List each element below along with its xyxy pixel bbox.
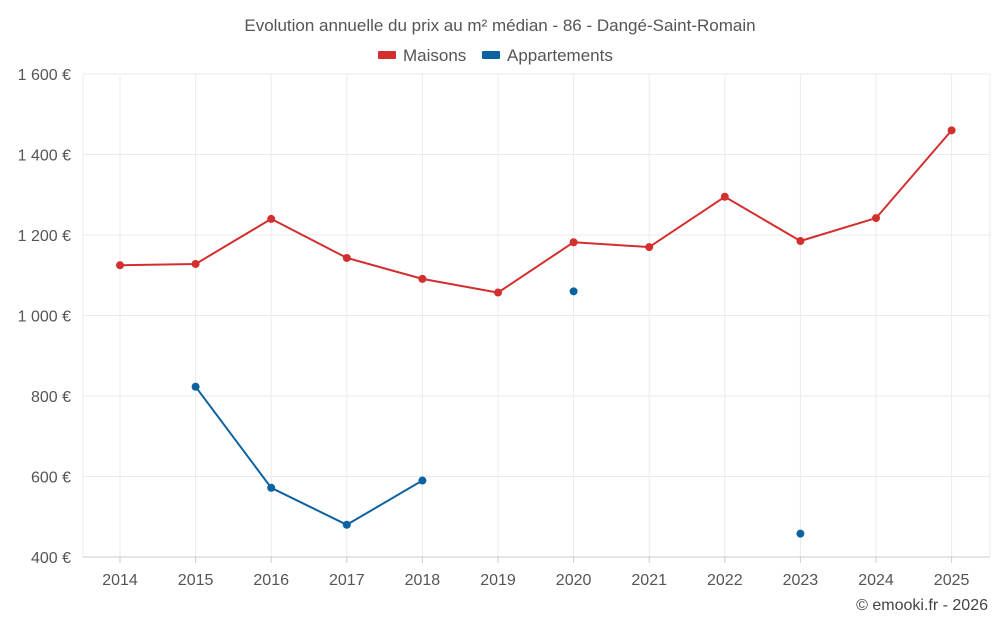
data-point-appartements (191, 382, 200, 391)
data-point-maisons (191, 259, 200, 268)
legend-item-maisons: Maisons (378, 46, 466, 65)
data-point-appartements (796, 529, 805, 538)
x-tick-label: 2018 (405, 572, 441, 589)
series (116, 126, 956, 538)
y-tick-label: 1 400 € (18, 148, 71, 165)
data-point-maisons (796, 237, 805, 246)
x-tick-label: 2021 (631, 572, 667, 589)
data-point-appartements (418, 476, 427, 485)
legend: Maisons Appartements (378, 46, 613, 65)
data-point-maisons (720, 192, 729, 201)
series-maisons (116, 126, 956, 297)
data-point-appartements (342, 520, 351, 529)
grid (82, 73, 991, 557)
x-tick-label: 2025 (934, 572, 970, 589)
x-tick-label: 2015 (178, 572, 214, 589)
y-tick-label: 600 € (31, 470, 71, 487)
data-point-maisons (116, 261, 124, 270)
y-tick-label: 1 600 € (18, 67, 71, 84)
y-tick-label: 1 200 € (18, 228, 71, 245)
x-tick-label: 2017 (329, 572, 365, 589)
data-point-appartements (267, 483, 276, 492)
data-point-maisons (418, 274, 427, 283)
axes: 400 € 600 € 800 € 1 000 € 1 200 € 1 400 € 1 60… (18, 67, 990, 589)
data-point-appartements (569, 287, 578, 296)
x-tick-label: 2016 (253, 572, 289, 589)
credit-text: © emooki.fr - 2026 (856, 597, 988, 614)
y-tick-label: 400 € (31, 550, 71, 567)
x-tick-label: 2020 (556, 572, 592, 589)
data-point-maisons (494, 288, 502, 297)
x-tick-label: 2024 (858, 572, 894, 589)
x-tick-label: 2019 (480, 572, 516, 589)
series-appartements (191, 287, 805, 538)
legend-swatch-maisons (378, 51, 396, 59)
y-tick-label: 1 000 € (18, 309, 71, 326)
chart-title: Evolution annuelle du prix au m² médian … (244, 16, 755, 35)
x-tick-label: 2022 (707, 572, 743, 589)
series-line-maisons (119, 129, 953, 294)
y-tick-label: 800 € (31, 389, 71, 406)
legend-label-maisons: Maisons (403, 46, 466, 65)
x-tick-label: 2023 (783, 572, 819, 589)
legend-swatch-appartements (482, 51, 500, 59)
data-point-maisons (569, 238, 578, 247)
data-point-maisons (645, 243, 654, 252)
data-point-maisons (267, 214, 276, 223)
data-point-maisons (872, 214, 880, 223)
data-point-maisons (947, 126, 956, 135)
x-tick-label: 2014 (102, 572, 138, 589)
data-point-maisons (342, 253, 351, 262)
legend-item-appartements: Appartements (482, 46, 613, 65)
legend-label-appartements: Appartements (507, 46, 613, 65)
series-line-appartements (194, 386, 423, 526)
